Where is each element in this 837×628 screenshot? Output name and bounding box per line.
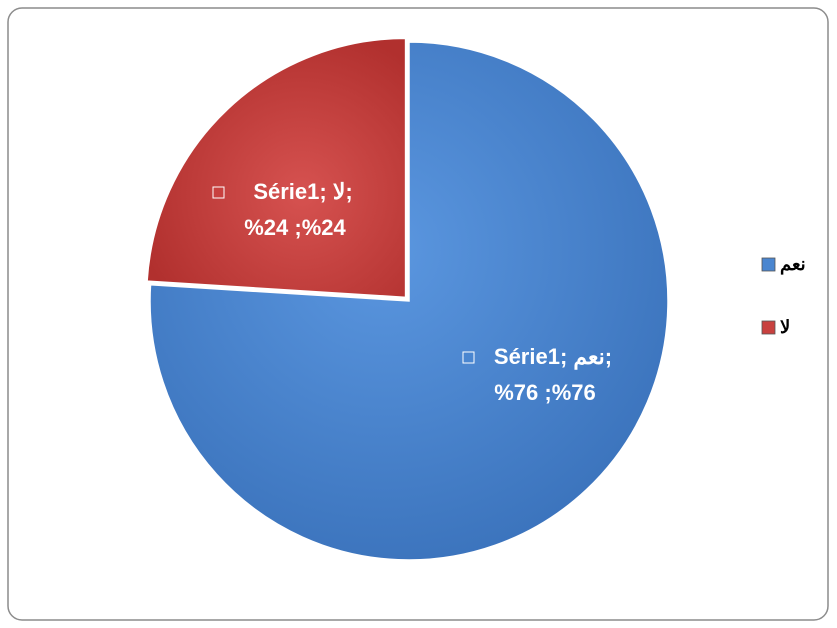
label-swatch — [212, 186, 225, 199]
legend-swatch — [761, 320, 776, 335]
data-label: Série1; نعم; — [494, 344, 612, 370]
data-label: %76 ;%76 — [494, 380, 596, 405]
legend-label: نعم — [780, 254, 806, 275]
data-label: %24 ;%24 — [244, 215, 346, 240]
data-label: Série1; لا; — [253, 179, 352, 204]
label-swatch — [462, 351, 475, 364]
pie-slice — [146, 37, 407, 299]
legend-label: لا — [780, 317, 790, 337]
pie-slice — [149, 41, 669, 561]
legend-swatch — [761, 257, 776, 272]
